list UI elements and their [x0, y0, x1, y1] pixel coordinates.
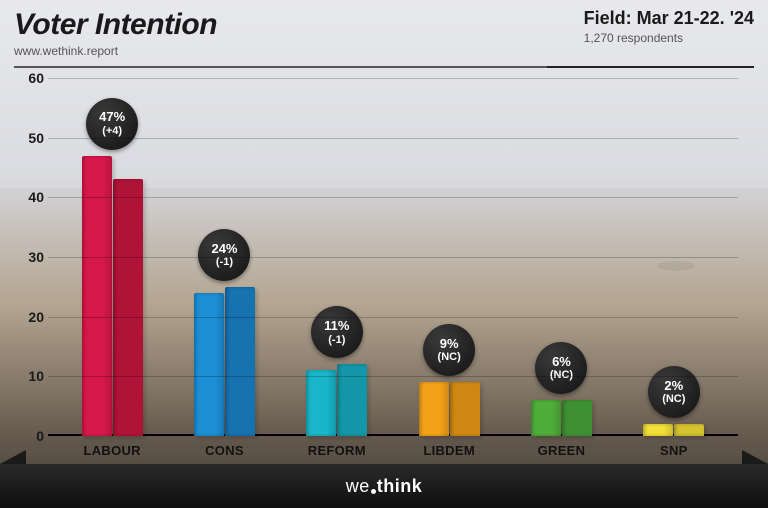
- value-badge: 2%(NC): [648, 366, 700, 418]
- bar-previous: [674, 424, 704, 436]
- value-badge: 9%(NC): [423, 324, 475, 376]
- x-label: GREEN: [505, 443, 617, 458]
- gridline: [48, 317, 738, 318]
- x-label: LIBDEM: [393, 443, 505, 458]
- header: Voter Intention www.wethink.report Field…: [14, 8, 754, 66]
- x-label: CONS: [168, 443, 280, 458]
- gridline: [48, 197, 738, 198]
- page-title: Voter Intention: [14, 8, 217, 42]
- bar-previous: [113, 179, 143, 436]
- y-tick-label: 40: [18, 189, 44, 205]
- value-badge: 6%(NC): [535, 342, 587, 394]
- bar-previous: [337, 364, 367, 436]
- value-badge: 11%(-1): [311, 306, 363, 358]
- y-tick-label: 50: [18, 130, 44, 146]
- x-label: SNP: [618, 443, 730, 458]
- gridline: [48, 78, 738, 79]
- bar-previous: [225, 287, 255, 436]
- footer-bar: wethink: [0, 464, 768, 508]
- bar-current: [194, 293, 224, 436]
- wethink-logo: wethink: [346, 476, 423, 497]
- y-tick-label: 20: [18, 309, 44, 325]
- y-tick-label: 10: [18, 368, 44, 384]
- bar-current: [643, 424, 673, 436]
- value-badge: 24%(-1): [198, 229, 250, 281]
- gridline: [48, 257, 738, 258]
- y-tick-label: 60: [18, 70, 44, 86]
- y-tick-label: 0: [18, 428, 44, 444]
- gridline: [48, 138, 738, 139]
- bar-previous: [562, 400, 592, 436]
- bar-current: [306, 370, 336, 436]
- value-badge: 47%(+4): [86, 98, 138, 150]
- source-url: www.wethink.report: [14, 44, 217, 58]
- respondent-count: 1,270 respondents: [584, 31, 754, 45]
- bar-previous: [450, 382, 480, 436]
- x-label: REFORM: [281, 443, 393, 458]
- y-tick-label: 30: [18, 249, 44, 265]
- voter-intention-chart: LABOUR47%(+4)CONS24%(-1)REFORM11%(-1)LIB…: [48, 78, 738, 436]
- x-label: LABOUR: [56, 443, 168, 458]
- bar-current: [419, 382, 449, 436]
- bar-current: [531, 400, 561, 436]
- field-date: Field: Mar 21-22. '24: [584, 8, 754, 29]
- gridline: [48, 376, 738, 377]
